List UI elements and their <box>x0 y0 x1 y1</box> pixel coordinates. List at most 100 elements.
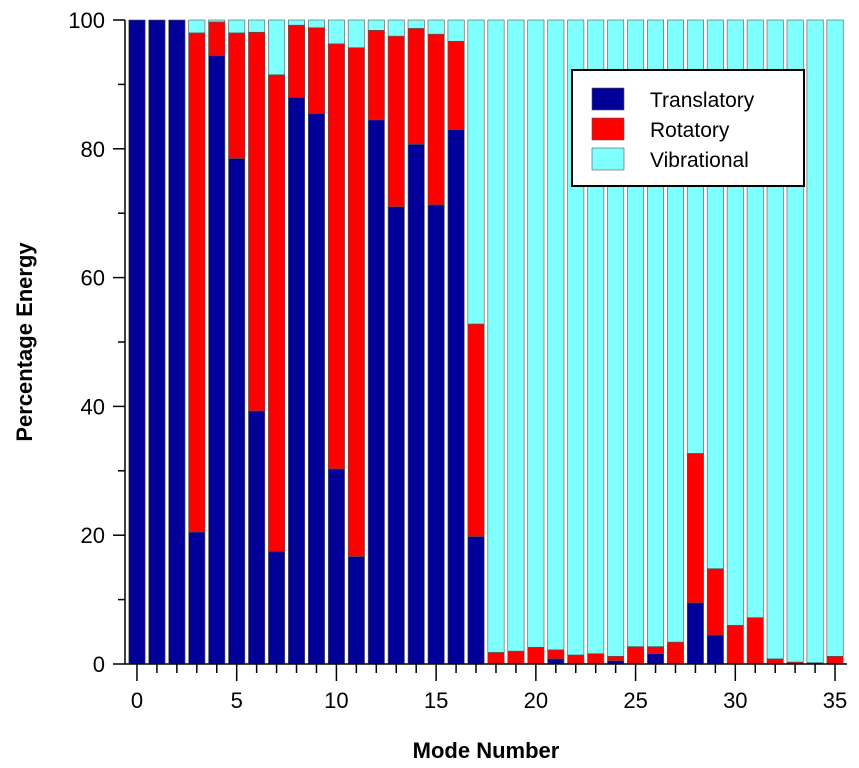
x-tick-label: 20 <box>524 688 548 713</box>
bar-rotatory-mode-26 <box>647 646 664 654</box>
legend-swatch-translatory <box>591 87 625 111</box>
bar-rotatory-mode-16 <box>447 40 465 130</box>
legend-label-rotatory: Rotatory <box>650 119 730 142</box>
bar-translatory-mode-4 <box>208 55 226 665</box>
bar-rotatory-mode-28 <box>686 453 704 604</box>
bar-rotatory-mode-32 <box>766 658 784 665</box>
bar-translatory-mode-2 <box>168 19 186 665</box>
bar-rotatory-mode-4 <box>208 21 226 56</box>
y-tick-label: 0 <box>93 652 105 677</box>
y-tick-label: 20 <box>81 523 105 548</box>
bar-rotatory-mode-9 <box>307 27 325 114</box>
bar-vibrational-mode-18 <box>487 19 505 653</box>
bar-translatory-mode-0 <box>128 19 146 665</box>
bar-rotatory-mode-7 <box>268 74 286 552</box>
bar-vibrational-mode-16 <box>447 19 465 42</box>
bar-vibrational-mode-14 <box>407 19 425 29</box>
bar-rotatory-mode-17 <box>467 323 485 537</box>
bar-translatory-mode-13 <box>387 206 405 665</box>
bar-vibrational-mode-34 <box>806 19 824 664</box>
bar-rotatory-mode-10 <box>327 43 345 470</box>
x-tick-label: 10 <box>324 688 348 713</box>
legend-label-translatory: Translatory <box>650 89 755 112</box>
bar-vibrational-mode-5 <box>228 19 246 34</box>
legend: Translatory Rotatory Vibrational <box>571 69 805 187</box>
bar-rotatory-mode-12 <box>367 29 385 121</box>
bar-translatory-mode-6 <box>248 410 266 665</box>
x-tick-label: 15 <box>424 688 448 713</box>
bar-rotatory-mode-18 <box>487 652 505 665</box>
bars-group <box>128 19 844 665</box>
bar-translatory-mode-12 <box>367 119 385 665</box>
bar-translatory-mode-21 <box>547 658 565 665</box>
bar-vibrational-mode-12 <box>367 19 385 31</box>
bar-rotatory-mode-13 <box>387 35 405 208</box>
bar-vibrational-mode-11 <box>347 19 365 48</box>
bar-vibrational-mode-10 <box>327 19 345 45</box>
bar-rotatory-mode-30 <box>726 625 744 665</box>
bar-rotatory-mode-14 <box>407 28 425 145</box>
bar-translatory-mode-14 <box>407 143 425 665</box>
bar-rotatory-mode-11 <box>347 47 365 557</box>
bar-translatory-mode-28 <box>686 602 704 665</box>
bar-rotatory-mode-5 <box>228 32 246 159</box>
y-tick-label: 80 <box>81 137 105 162</box>
bar-vibrational-mode-21 <box>547 19 565 651</box>
bar-vibrational-mode-6 <box>248 19 266 33</box>
bar-rotatory-mode-20 <box>527 646 545 665</box>
bar-translatory-mode-11 <box>347 556 365 665</box>
bar-rotatory-mode-27 <box>666 641 684 665</box>
legend-label-vibrational: Vibrational <box>650 149 749 172</box>
bar-rotatory-mode-23 <box>587 653 605 665</box>
bar-translatory-mode-10 <box>327 468 345 665</box>
bar-vibrational-mode-9 <box>307 19 325 29</box>
bar-vibrational-mode-8 <box>288 19 306 26</box>
axes-group: 0 20 40 60 80 100 0 5 10 15 20 25 30 35 <box>68 8 847 713</box>
bar-vibrational-mode-17 <box>467 19 485 325</box>
bar-translatory-mode-9 <box>307 113 325 665</box>
x-tick-label: 30 <box>723 688 747 713</box>
bar-rotatory-mode-15 <box>427 33 445 206</box>
bar-vibrational-mode-4 <box>208 19 226 23</box>
bar-rotatory-mode-24 <box>607 655 625 662</box>
bar-vibrational-mode-19 <box>507 19 525 652</box>
x-tick-label: 0 <box>131 688 143 713</box>
bar-vibrational-mode-13 <box>387 19 405 37</box>
y-axis-title: Percentage Energy <box>12 242 37 442</box>
bar-translatory-mode-7 <box>268 550 286 665</box>
bar-rotatory-mode-8 <box>288 24 306 98</box>
y-tick-label: 40 <box>81 394 105 419</box>
bar-translatory-mode-3 <box>188 531 206 665</box>
bar-rotatory-mode-22 <box>567 654 585 665</box>
legend-swatch-rotatory <box>591 117 625 141</box>
legend-swatch-vibrational <box>591 147 625 171</box>
bar-vibrational-mode-15 <box>427 19 445 35</box>
bar-rotatory-mode-29 <box>706 568 724 636</box>
bar-translatory-mode-1 <box>148 19 166 665</box>
bar-rotatory-mode-3 <box>188 32 206 533</box>
bar-vibrational-mode-7 <box>268 19 286 76</box>
bar-translatory-mode-29 <box>706 634 724 665</box>
x-tick-label: 25 <box>623 688 647 713</box>
bar-translatory-mode-15 <box>427 204 445 665</box>
bar-vibrational-mode-20 <box>527 19 545 648</box>
bar-translatory-mode-5 <box>228 158 246 665</box>
bar-vibrational-mode-3 <box>188 19 206 34</box>
bar-translatory-mode-26 <box>647 653 664 665</box>
x-tick-label: 35 <box>823 688 847 713</box>
bar-translatory-mode-16 <box>447 129 465 665</box>
bar-translatory-mode-17 <box>467 536 485 665</box>
y-tick-label: 60 <box>81 266 105 291</box>
bar-rotatory-mode-21 <box>547 649 565 660</box>
bar-rotatory-mode-6 <box>248 31 266 412</box>
x-axis-title: Mode Number <box>413 738 560 763</box>
bar-rotatory-mode-35 <box>826 655 844 665</box>
bar-rotatory-mode-31 <box>746 617 764 665</box>
bar-rotatory-mode-19 <box>507 650 525 665</box>
x-tick-label: 5 <box>231 688 243 713</box>
bar-rotatory-mode-25 <box>627 646 645 665</box>
bar-vibrational-mode-35 <box>826 19 844 657</box>
y-tick-label: 100 <box>68 8 105 33</box>
bar-translatory-mode-8 <box>288 96 306 665</box>
